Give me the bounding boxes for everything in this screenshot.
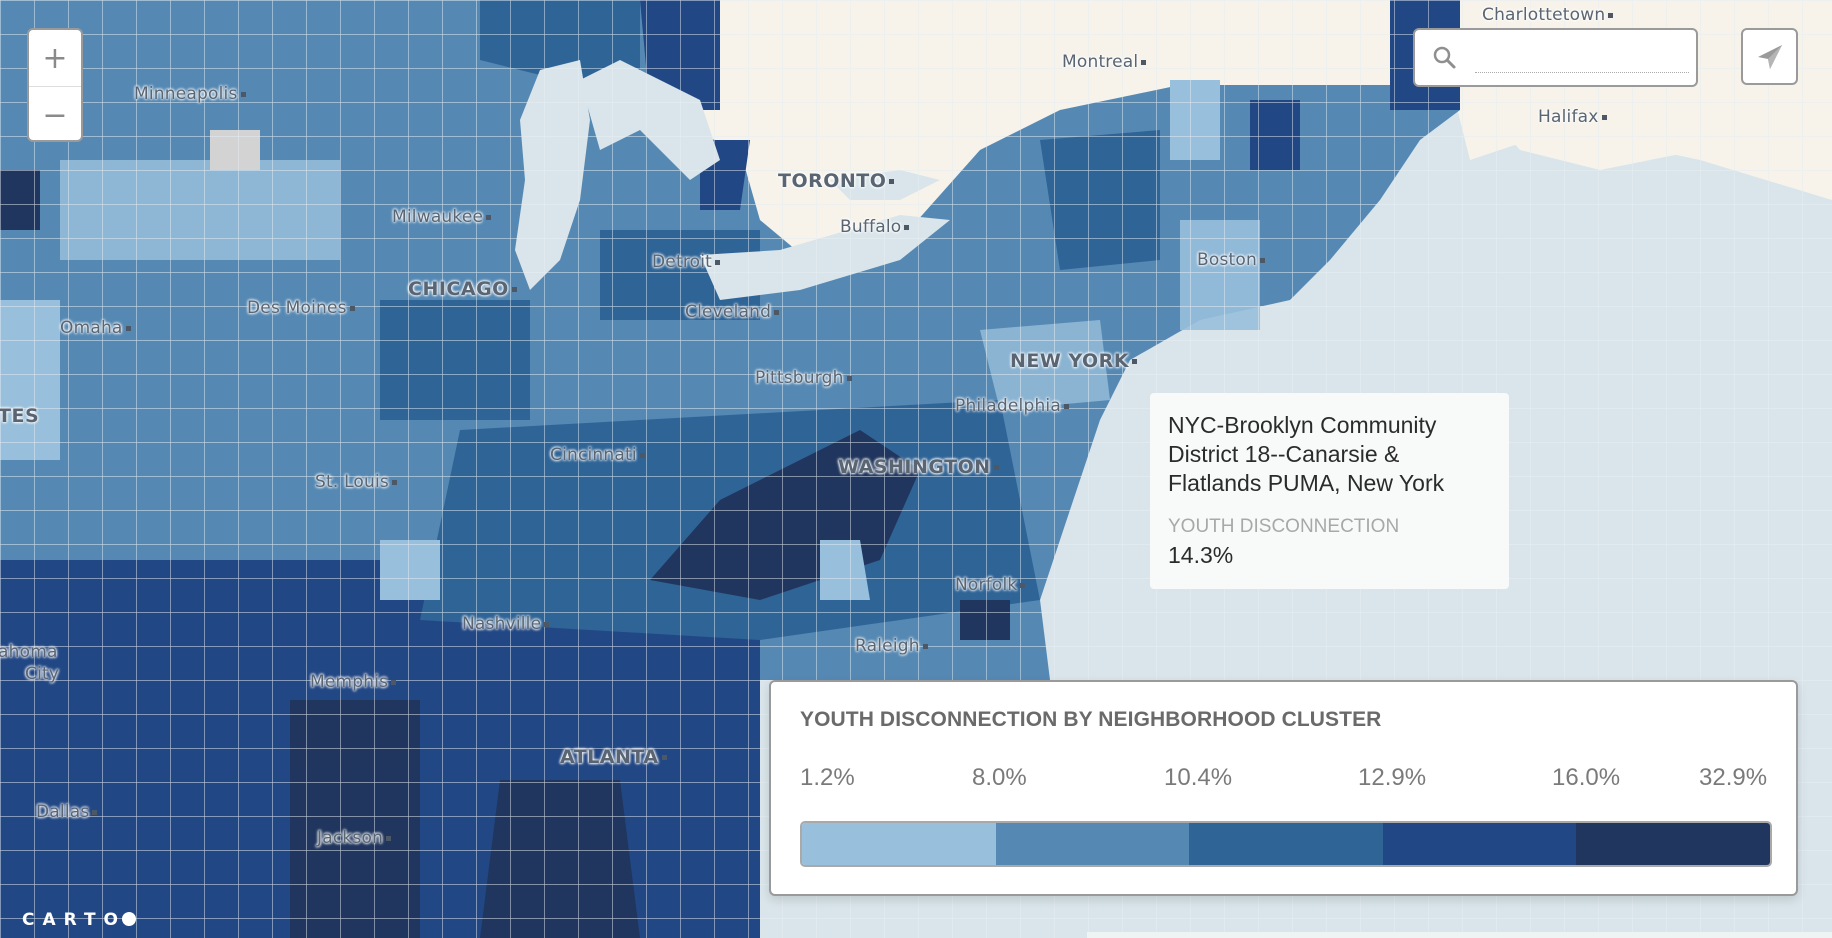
search-icon [1433,46,1456,69]
city-label: Dallas [36,802,98,822]
legend-tick: 12.9% [1358,764,1427,791]
city-label: Omaha [60,318,131,338]
city-marker-icon [639,452,645,458]
city-marker-icon [993,465,999,470]
city-label: Philadelphia [955,396,1069,416]
city-label: Milwaukee [392,207,492,227]
city-marker-icon [125,325,131,331]
carto-dot-icon [122,912,137,926]
city-marker-icon [92,809,98,815]
city-label: Jackson [317,828,392,848]
city-label: TORONTO [778,170,895,192]
city-label: Cleveland [685,302,780,322]
city-marker-icon [846,375,852,381]
tooltip-metric-label: YOUTH DISCONNECTION [1168,516,1400,537]
legend-swatch [1382,823,1577,865]
legend-tick: 16.0% [1552,764,1621,791]
city-label: CHICAGO [408,278,517,300]
carto-logo[interactable]: CARTO [22,910,137,930]
search-input[interactable] [1475,44,1689,73]
city-label: Raleigh [855,636,928,656]
city-marker-icon [1141,59,1147,65]
city-marker-icon [349,305,355,311]
legend-swatch [1576,823,1770,865]
tooltip-region-name: NYC-Brooklyn Community District 18--Cana… [1168,412,1445,496]
city-marker-icon [386,835,392,841]
city-label: Montreal [1062,52,1147,72]
legend-tick: 32.9% [1699,764,1768,791]
zoom-out-button[interactable]: − [29,86,81,140]
city-marker-icon [904,224,910,230]
city-label: City [25,664,60,684]
legend-swatch [1189,823,1383,865]
search-box[interactable] [1413,28,1698,87]
locate-button[interactable] [1741,28,1798,85]
city-label: Pittsburgh [755,368,852,388]
city-label: Des Moines [247,298,355,318]
city-marker-icon [774,309,780,315]
legend-color-bar [800,821,1772,867]
tooltip-metric-value: 14.3% [1168,542,1234,568]
city-marker-icon [889,179,895,184]
legend-ticks: 1.2% 8.0% 10.4% 12.9% 16.0% 32.9% [800,764,1770,794]
city-label: Cincinnati [550,445,645,465]
city-marker-icon [1132,359,1138,364]
city-marker-icon [922,643,928,649]
zoom-in-button[interactable]: + [42,40,68,76]
city-marker-icon [1020,582,1026,588]
city-label: Memphis [310,672,397,692]
legend-tick: 1.2% [800,764,855,791]
city-label: St. Louis [315,472,397,492]
legend-title: YOUTH DISCONNECTION BY NEIGHBORHOOD CLUS… [800,708,1382,731]
city-marker-icon [1601,114,1607,120]
region-tooltip: NYC-Brooklyn Community District 18--Cana… [1150,393,1509,589]
city-marker-icon [511,287,517,292]
attribution-strip [1087,932,1832,938]
city-label: Buffalo [840,217,910,237]
city-label: TES [0,405,40,427]
legend-tick: 10.4% [1164,764,1233,791]
city-label: Norfolk [955,575,1026,595]
city-marker-icon [544,621,550,627]
paper-plane-icon [1757,44,1782,69]
carto-logo-text: CARTO [22,910,127,930]
city-marker-icon [1608,12,1614,18]
city-label: WASHINGTON [838,456,999,478]
city-marker-icon [1063,403,1069,409]
city-label: Detroit [652,252,721,272]
city-label: Charlottetown [1482,5,1614,25]
city-marker-icon [661,755,667,760]
city-label: ATLANTA [560,746,667,768]
legend-swatch [802,823,996,865]
city-marker-icon [392,479,397,485]
city-label: Nashville [462,614,550,634]
zoom-control: + − [27,28,83,142]
city-label: ahoma [0,642,58,662]
city-marker-icon [486,214,492,220]
legend-panel: YOUTH DISCONNECTION BY NEIGHBORHOOD CLUS… [769,680,1798,896]
city-label: Boston [1197,250,1265,270]
city-marker-icon [715,259,721,265]
city-marker-icon [240,91,246,97]
city-marker-icon [391,679,397,685]
city-label: Minneapolis [134,84,246,104]
legend-swatch [995,823,1190,865]
city-marker-icon [1259,257,1265,263]
legend-tick: 8.0% [972,764,1027,791]
city-label: Halifax [1538,107,1607,127]
city-label: NEW YORK [1010,350,1138,372]
